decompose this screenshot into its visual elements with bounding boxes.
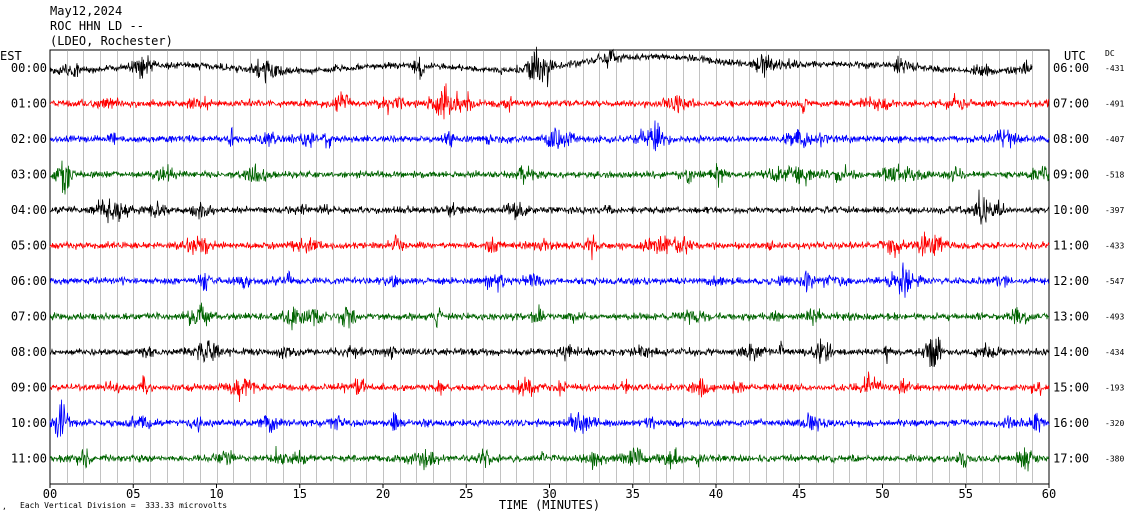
seismic-trace	[49, 46, 1033, 88]
utc-time-label: 15:00	[1053, 381, 1089, 395]
est-time-label: 05:00	[11, 239, 47, 253]
dc-offset-value: -407	[1105, 135, 1124, 144]
utc-time-label: 09:00	[1053, 168, 1089, 182]
est-zone-label: EST	[0, 49, 22, 63]
seismic-trace	[49, 160, 1050, 195]
chart-date: May12,2024	[50, 4, 123, 18]
scale-marker-icon: ,	[2, 502, 7, 511]
utc-time-label: 14:00	[1053, 345, 1089, 359]
seismic-trace	[49, 445, 1050, 472]
x-axis-title: TIME (MINUTES)	[499, 498, 600, 512]
seismic-trace	[49, 189, 1050, 225]
dc-offset-value: -547	[1105, 277, 1124, 286]
x-tick-label: 25	[459, 487, 473, 501]
dc-offset-value: -320	[1105, 419, 1124, 428]
dc-column-label: DC	[1105, 49, 1115, 58]
network-name: (LDEO, Rochester)	[50, 34, 173, 48]
seismic-trace	[49, 120, 1050, 152]
seismic-trace	[49, 399, 1050, 438]
dc-offset-value: -518	[1105, 171, 1124, 180]
dc-offset-value: -491	[1105, 100, 1124, 109]
utc-time-label: 11:00	[1053, 239, 1089, 253]
est-time-label: 07:00	[11, 310, 47, 324]
x-tick-label: 15	[293, 487, 307, 501]
seismic-trace	[49, 302, 1050, 331]
seismic-trace	[49, 371, 1050, 403]
est-time-label: 01:00	[11, 97, 47, 111]
est-time-label: 09:00	[11, 381, 47, 395]
dc-offset-value: -431	[1105, 64, 1124, 73]
utc-time-label: 10:00	[1053, 203, 1089, 217]
seismic-trace	[49, 336, 1050, 368]
x-tick-label: 50	[875, 487, 889, 501]
x-tick-label: 40	[709, 487, 723, 501]
plot-frame	[49, 49, 1050, 485]
x-tick-label: 00	[43, 487, 57, 501]
est-time-label: 08:00	[11, 345, 47, 359]
utc-time-label: 06:00	[1053, 61, 1089, 75]
dc-offset-value: -380	[1105, 455, 1124, 464]
dc-offset-value: -434	[1105, 348, 1124, 357]
utc-time-label: 12:00	[1053, 274, 1089, 288]
dc-offset-value: -397	[1105, 206, 1124, 215]
est-time-label: 00:00	[11, 61, 47, 75]
x-tick-label: 20	[376, 487, 390, 501]
x-tick-label: 55	[959, 487, 973, 501]
est-time-label: 02:00	[11, 132, 47, 146]
est-time-label: 06:00	[11, 274, 47, 288]
est-time-label: 04:00	[11, 203, 47, 217]
dc-offset-value: -193	[1105, 384, 1124, 393]
dc-offset-value: -433	[1105, 242, 1124, 251]
x-tick-label: 10	[209, 487, 223, 501]
x-tick-label: 30	[542, 487, 556, 501]
utc-time-label: 08:00	[1053, 132, 1089, 146]
x-tick-label: 45	[792, 487, 806, 501]
dc-offset-value: -493	[1105, 313, 1124, 322]
seismic-trace	[49, 83, 1050, 120]
scale-note: Each Vertical Division = 333.33 microvol…	[20, 501, 228, 510]
est-time-label: 03:00	[11, 168, 47, 182]
station-code: ROC HHN LD --	[50, 19, 144, 33]
seismic-trace	[49, 262, 1050, 298]
utc-time-label: 17:00	[1053, 452, 1089, 466]
x-tick-label: 60	[1042, 487, 1056, 501]
x-tick-label: 05	[126, 487, 140, 501]
utc-zone-label: UTC	[1064, 49, 1086, 63]
x-tick-label: 35	[626, 487, 640, 501]
utc-time-label: 16:00	[1053, 416, 1089, 430]
est-time-label: 10:00	[11, 416, 47, 430]
est-time-label: 11:00	[11, 452, 47, 466]
utc-time-label: 07:00	[1053, 97, 1089, 111]
seismic-trace	[49, 231, 1050, 261]
utc-time-label: 13:00	[1053, 310, 1089, 324]
